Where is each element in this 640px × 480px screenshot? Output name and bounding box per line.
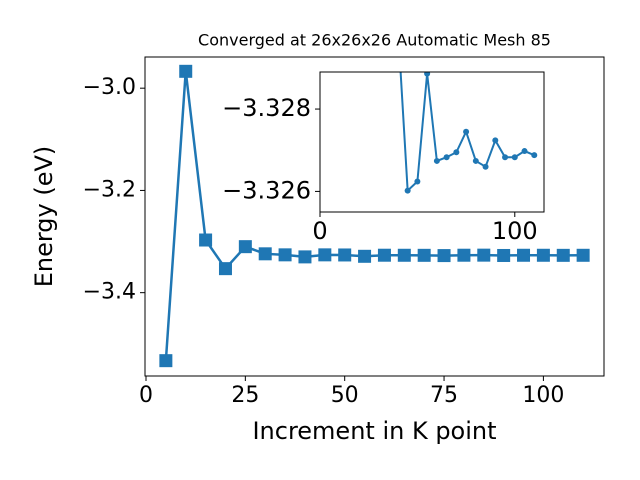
marker <box>453 149 460 156</box>
marker <box>477 248 491 262</box>
x-tick-label: 100 <box>522 383 564 408</box>
marker <box>414 178 421 185</box>
marker <box>472 157 479 164</box>
y-tick-label: −3.2 <box>83 177 136 202</box>
line <box>164 71 584 361</box>
marker <box>443 154 450 161</box>
plot-content <box>159 64 590 368</box>
marker <box>358 249 372 263</box>
x-axis-label: Increment in K point <box>252 417 496 445</box>
y-tick-label: −3.326 <box>222 176 311 204</box>
marker <box>576 248 590 262</box>
marker <box>179 64 193 78</box>
marker <box>463 128 470 135</box>
y-axis-label: Energy (eV) <box>30 146 58 288</box>
marker <box>218 262 232 276</box>
marker <box>377 248 391 262</box>
x-tick-label: 0 <box>312 217 327 245</box>
x-tick-label: 0 <box>139 383 153 408</box>
marker <box>404 187 411 194</box>
axes-frame <box>144 56 605 377</box>
x-tick-label: 75 <box>430 383 458 408</box>
marker <box>318 248 332 262</box>
marker <box>258 247 272 261</box>
marker <box>492 137 499 144</box>
x-tick-label: 100 <box>492 217 538 245</box>
y-tick-label: −3.4 <box>83 280 136 305</box>
marker <box>531 152 538 159</box>
y-tick-label: −3.328 <box>222 94 311 122</box>
chart-title: Converged at 26x26x26 Automatic Mesh 85 <box>198 31 551 50</box>
y-tick-label: −3.0 <box>83 75 136 100</box>
marker <box>433 157 440 164</box>
marker <box>278 248 292 262</box>
marker <box>437 249 451 263</box>
marker <box>517 248 531 262</box>
marker <box>397 248 411 262</box>
marker <box>395 24 401 30</box>
marker <box>482 163 489 170</box>
plot-area <box>320 72 544 212</box>
marker <box>199 233 213 247</box>
marker <box>511 154 518 161</box>
x-tick-label: 50 <box>331 383 359 408</box>
marker <box>556 248 570 262</box>
marker <box>424 72 431 77</box>
marker <box>521 148 528 155</box>
marker <box>159 354 173 368</box>
x-tick-label: 25 <box>231 383 259 408</box>
marker <box>338 248 352 262</box>
marker <box>238 240 252 254</box>
marker <box>502 154 509 161</box>
plot-content <box>395 24 538 194</box>
marker <box>457 248 471 262</box>
marker <box>417 248 431 262</box>
marker <box>536 248 550 262</box>
marker <box>298 250 312 264</box>
marker <box>497 248 511 262</box>
axes-frame <box>319 71 545 213</box>
